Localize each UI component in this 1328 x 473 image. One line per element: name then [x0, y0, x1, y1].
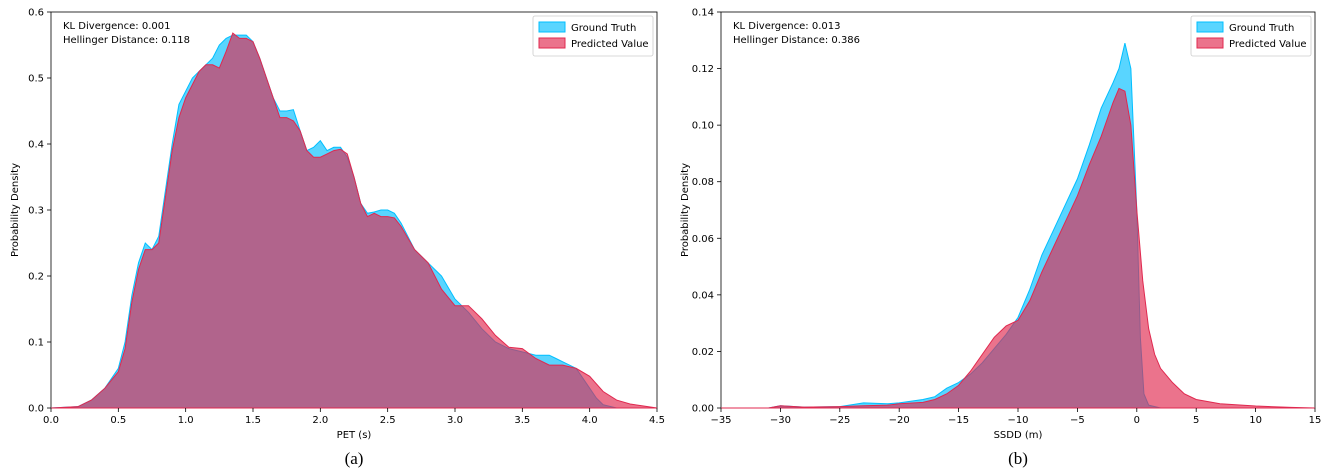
chart-a-y-tick-label: 0.3	[28, 206, 44, 217]
chart-b-hellinger-distance: Hellinger Distance: 0.386	[733, 35, 860, 46]
chart-a-y-tick-label: 0.6	[28, 8, 44, 19]
chart-b-legend-label-predicted-value: Predicted Value	[1229, 39, 1307, 50]
chart-b-x-axis-label: SSDD (m)	[994, 430, 1043, 441]
chart-a-x-tick-label: 0.5	[110, 415, 126, 426]
chart-b-x-tick-label: −10	[1007, 415, 1028, 426]
chart-a-x-tick-label: 1.0	[178, 415, 194, 426]
chart-a-y-tick-label: 0.2	[28, 272, 44, 283]
chart-a-legend-swatch-predicted-value	[538, 37, 566, 49]
chart-a-x-tick-label: 4.0	[582, 415, 598, 426]
chart-a-x-axis-label: PET (s)	[337, 430, 372, 441]
chart-b-y-tick-label: 0.12	[692, 64, 714, 75]
chart-b-x-tick-label: −30	[770, 415, 791, 426]
chart-a-kl-divergence: KL Divergence: 0.001	[63, 21, 170, 32]
chart-b-area-predicted-value	[721, 87, 1316, 409]
chart-b-x-ticks: −35 −30 −25 −20 −15 −10 −5 0 5 10 15	[710, 408, 1321, 426]
chart-b-x-tick-label: 0	[1134, 415, 1140, 426]
chart-a-legend: Ground Truth Predicted Value	[532, 15, 654, 57]
chart-a-y-tick-label: 0.0	[28, 404, 44, 415]
chart-b-y-ticks: 0.00 0.02 0.04 0.06 0.08 0.10 0.12 0.14	[692, 8, 721, 415]
chart-a-x-tick-label: 4.5	[649, 415, 665, 426]
chart-b-y-tick-label: 0.06	[692, 234, 714, 245]
chart-a-hellinger-distance: Hellinger Distance: 0.118	[63, 35, 190, 46]
chart-a-x-tick-label: 0.0	[43, 415, 59, 426]
chart-b-legend-label-ground-truth: Ground Truth	[1229, 23, 1294, 34]
chart-b-x-tick-label: −20	[889, 415, 910, 426]
chart-b-x-tick-label: −25	[829, 415, 850, 426]
chart-a: 0.0 0.5 1.0 1.5 2.0 2.5 3.0 3.5 4.0 4.5 0.0 0.1 0.2…	[10, 8, 665, 469]
chart-a-area-predicted-value	[50, 32, 658, 409]
chart-b-legend-swatch-predicted-value	[1196, 37, 1224, 49]
chart-a-x-tick-label: 3.0	[447, 415, 463, 426]
chart-a-x-ticks: 0.0 0.5 1.0 1.5 2.0 2.5 3.0 3.5 4.0 4.5	[43, 408, 665, 426]
chart-b-y-tick-label: 0.14	[692, 8, 714, 19]
chart-a-areas	[50, 32, 658, 409]
chart-b-kl-divergence: KL Divergence: 0.013	[733, 21, 840, 32]
chart-a-y-tick-label: 0.4	[28, 140, 44, 151]
chart-a-y-tick-label: 0.5	[28, 74, 44, 85]
chart-a-legend-swatch-ground-truth	[538, 21, 566, 33]
chart-b-x-tick-label: 10	[1249, 415, 1262, 426]
chart-b: −35 −30 −25 −20 −15 −10 −5 0 5 10 15 0.000.020.040…	[680, 8, 1321, 469]
chart-a-caption: (a)	[345, 449, 364, 468]
chart-a-x-tick-label: 2.5	[380, 415, 396, 426]
chart-b-x-tick-label: −15	[948, 415, 969, 426]
chart-b-y-tick-label: 0.04	[692, 290, 714, 301]
chart-a-legend-label-predicted-value: Predicted Value	[571, 39, 649, 50]
chart-a-y-tick-label: 0.1	[28, 338, 44, 349]
chart-b-y-tick-label: 0.08	[692, 177, 714, 188]
chart-a-x-tick-label: 1.5	[245, 415, 261, 426]
chart-a-x-tick-label: 2.0	[312, 415, 328, 426]
chart-b-x-tick-label: 5	[1193, 415, 1199, 426]
chart-a-legend-label-ground-truth: Ground Truth	[571, 23, 636, 34]
chart-b-x-tick-label: −5	[1070, 415, 1085, 426]
chart-b-y-tick-label: 0.02	[692, 347, 714, 358]
chart-a-x-tick-label: 3.5	[514, 415, 530, 426]
chart-a-y-ticks: 0.0 0.1 0.2 0.3 0.4 0.5 0.6	[28, 8, 51, 415]
chart-a-y-axis-label: Probability Density	[10, 163, 21, 257]
chart-b-areas	[721, 42, 1316, 409]
chart-b-y-axis-label: Probability Density	[680, 163, 691, 257]
chart-b-legend: Ground Truth Predicted Value	[1190, 15, 1312, 57]
chart-b-y-tick-label: 0.00	[692, 404, 714, 415]
chart-b-legend-swatch-ground-truth	[1196, 21, 1224, 33]
chart-b-x-tick-label: 15	[1309, 415, 1322, 426]
chart-b-x-tick-label: −35	[710, 415, 731, 426]
chart-b-y-tick-label: 0.10	[692, 121, 714, 132]
chart-b-caption: (b)	[1008, 449, 1028, 468]
